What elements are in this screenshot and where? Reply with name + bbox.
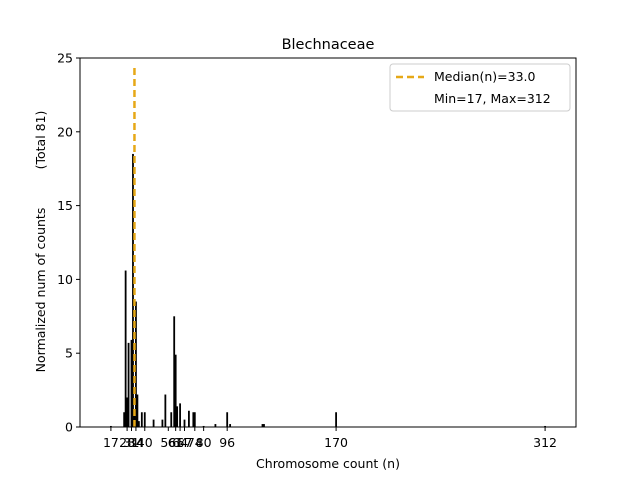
x-tick-label: 56	[160, 435, 176, 450]
bar	[161, 419, 164, 427]
bar	[110, 425, 112, 427]
bar	[261, 424, 264, 427]
bar	[127, 342, 130, 427]
bar	[126, 397, 128, 427]
y-axis-ticks: 0 5 10 15 20 25	[57, 51, 80, 435]
bar	[202, 425, 205, 427]
bar	[179, 403, 181, 427]
bar	[152, 419, 155, 427]
bar	[544, 425, 546, 427]
y-tick-label: 0	[65, 420, 73, 435]
bars-group	[110, 153, 546, 427]
x-tick-label: 96	[219, 435, 235, 450]
y-tick-label: 15	[57, 198, 73, 213]
legend-median-label: Median(n)=33.0	[434, 69, 535, 84]
bar	[229, 424, 232, 427]
legend-minmax-label: Min=17, Max=312	[434, 91, 551, 106]
bar	[132, 153, 134, 427]
x-tick-label: 34	[128, 435, 144, 450]
y-tick-label: 5	[65, 346, 73, 361]
bar	[263, 424, 265, 427]
bar	[193, 412, 196, 427]
bar	[214, 424, 217, 427]
bar	[226, 412, 229, 427]
x-tick-label: 312	[533, 435, 557, 450]
x-axis-label: Chromosome count (n)	[256, 456, 400, 471]
bar	[173, 316, 176, 427]
x-tick-label: 170	[324, 435, 348, 450]
bar	[135, 301, 137, 427]
bar	[164, 394, 167, 427]
bar	[176, 406, 179, 427]
bar	[140, 412, 143, 427]
legend-box	[389, 63, 571, 112]
bar	[136, 394, 139, 427]
bar	[133, 412, 136, 427]
bar	[183, 419, 186, 427]
bar	[174, 354, 177, 427]
x-tick-label: 64	[172, 435, 188, 450]
bar	[123, 412, 126, 427]
bar	[188, 410, 190, 427]
x-tick-label: 61	[168, 435, 184, 450]
bar	[124, 270, 127, 427]
bar	[130, 339, 133, 427]
plot-frame	[79, 57, 577, 428]
chart-title: Blechnaceae	[282, 37, 375, 53]
bar	[137, 421, 140, 427]
y-tick-label: 20	[57, 124, 73, 139]
y-tick-label: 25	[57, 51, 73, 66]
legend: Median(n)=33.0 Min=17, Max=312	[389, 63, 571, 112]
x-tick-label: 74	[187, 435, 203, 450]
y-tick-label: 10	[57, 272, 73, 287]
y-axis-label: Normalized num of counts	[33, 208, 48, 373]
bar	[192, 412, 195, 427]
y-axis-total-label: (Total 81)	[33, 111, 48, 170]
bar	[170, 412, 173, 427]
bar	[335, 412, 337, 427]
x-tick-label: 80	[196, 435, 212, 450]
bar	[143, 412, 146, 427]
x-tick-label: 40	[137, 435, 153, 450]
x-tick-label: 28	[119, 435, 135, 450]
x-tick-label: 67	[177, 435, 193, 450]
x-tick-label: 17	[103, 435, 119, 450]
x-tick-label: 31	[124, 435, 140, 450]
